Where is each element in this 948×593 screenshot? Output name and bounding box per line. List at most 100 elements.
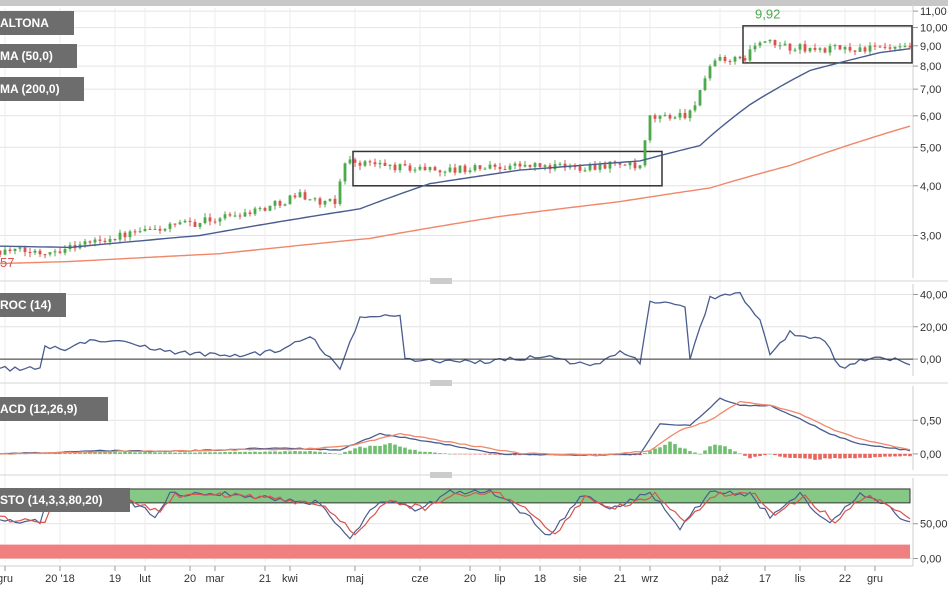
- candle-body: [143, 228, 147, 232]
- macd-divider-handle[interactable]: [430, 380, 452, 386]
- ma200-legend-tag[interactable]: MA (200,0): [0, 77, 84, 101]
- macd-histogram-bar: [18, 453, 22, 455]
- candle-body: [383, 162, 387, 166]
- sto-d-line: [0, 490, 911, 536]
- candle-body: [618, 162, 622, 165]
- candle-body: [58, 251, 62, 253]
- candle-body: [418, 166, 422, 170]
- candle-body: [253, 208, 257, 215]
- x-tick-label: mar: [206, 573, 225, 585]
- candle-body: [263, 207, 267, 211]
- macd-histogram-bar: [658, 447, 662, 454]
- roc-divider-handle[interactable]: [430, 278, 452, 284]
- candle-body: [33, 250, 37, 253]
- candle-body: [773, 39, 777, 46]
- chart-title-tag[interactable]: ALTONA: [0, 11, 74, 35]
- macd-histogram-bar: [733, 451, 737, 454]
- macd-histogram-bar: [198, 452, 202, 454]
- candle-body: [898, 46, 902, 48]
- candle-body: [123, 232, 127, 238]
- candle-body: [558, 163, 562, 165]
- candle-body: [523, 164, 527, 167]
- candle-body: [388, 164, 392, 166]
- macd-histogram-bar: [893, 453, 897, 457]
- candle-body: [608, 161, 612, 169]
- candle-body: [63, 249, 67, 253]
- candle-body: [408, 165, 412, 171]
- macd-histogram-bar: [863, 453, 867, 458]
- candle-body: [513, 163, 517, 166]
- roc-indicator-tag[interactable]: ROC (14): [0, 293, 66, 317]
- candle-body: [108, 239, 112, 242]
- candle-body: [218, 218, 222, 222]
- candle-body: [138, 231, 142, 233]
- macd-histogram-bar: [308, 451, 312, 454]
- macd-histogram-bar: [788, 453, 792, 458]
- candle-body: [128, 231, 132, 238]
- macd-histogram-bar: [363, 447, 367, 454]
- macd-histogram-bar: [313, 451, 317, 454]
- candle-body: [793, 49, 797, 51]
- candle-body: [483, 168, 487, 170]
- macd-histogram-bar: [273, 451, 277, 454]
- macd-histogram-bar: [333, 453, 337, 454]
- candle-body: [843, 47, 847, 50]
- candle-body: [223, 214, 227, 219]
- overbought-band: [0, 488, 911, 504]
- macd-histogram-bar: [598, 453, 602, 456]
- candle-body: [653, 115, 657, 119]
- candle-body: [193, 221, 197, 227]
- macd-line: [0, 397, 911, 457]
- candle-body: [0, 250, 2, 255]
- candle-body: [743, 58, 747, 61]
- ma50-legend-tag[interactable]: MA (50,0): [0, 44, 77, 68]
- sto-indicator-tag[interactable]: STO (14,3,3,80,20): [0, 488, 130, 512]
- macd-histogram-bar: [898, 453, 902, 457]
- x-tick-label: lis: [795, 573, 806, 585]
- candle-body: [708, 66, 712, 79]
- macd-histogram-bar: [643, 452, 647, 454]
- x-tick-label: sie: [573, 573, 587, 585]
- candle-body: [273, 201, 277, 206]
- candle-body: [808, 47, 812, 52]
- macd-histogram-bar: [123, 451, 127, 454]
- candle-body: [868, 45, 872, 52]
- candle-body: [878, 46, 882, 48]
- candle-body: [678, 112, 682, 118]
- candle-body: [813, 47, 817, 50]
- macd-histogram-bar: [398, 446, 402, 454]
- candle-body: [83, 241, 87, 245]
- candle-body: [3, 249, 7, 255]
- candle-body: [363, 161, 367, 166]
- candle-body: [23, 247, 27, 253]
- roc-line: [0, 291, 911, 372]
- candle-body: [828, 46, 832, 53]
- candle-body: [508, 165, 512, 170]
- macd-histogram-bar: [903, 453, 907, 456]
- macd-histogram-bar: [848, 453, 852, 459]
- macd-histogram-bar: [288, 451, 292, 454]
- macd-histogram-bar: [868, 453, 872, 458]
- candle-body: [593, 164, 597, 170]
- consolidation-box: [742, 25, 913, 64]
- candle-body: [713, 60, 717, 67]
- macd-indicator-tag[interactable]: ACD (12,26,9): [0, 397, 108, 421]
- y-tick-label: 0,00: [920, 354, 941, 366]
- candle-body: [118, 232, 122, 240]
- x-tick-label: 21: [614, 573, 626, 585]
- candle-body: [133, 231, 137, 233]
- candle-body: [903, 46, 907, 48]
- candle-body: [323, 200, 327, 205]
- candle-body: [823, 48, 827, 53]
- macd-histogram-bar: [353, 448, 357, 454]
- sto-divider-handle[interactable]: [430, 472, 452, 478]
- candle-body: [718, 57, 722, 61]
- candle-body: [348, 159, 352, 164]
- macd-histogram-bar: [343, 451, 347, 454]
- candle-body: [563, 163, 567, 168]
- candle-body: [283, 204, 287, 206]
- x-tick-label: gru: [867, 573, 883, 585]
- candle-body: [248, 212, 252, 215]
- macd-histogram-bar: [83, 452, 87, 454]
